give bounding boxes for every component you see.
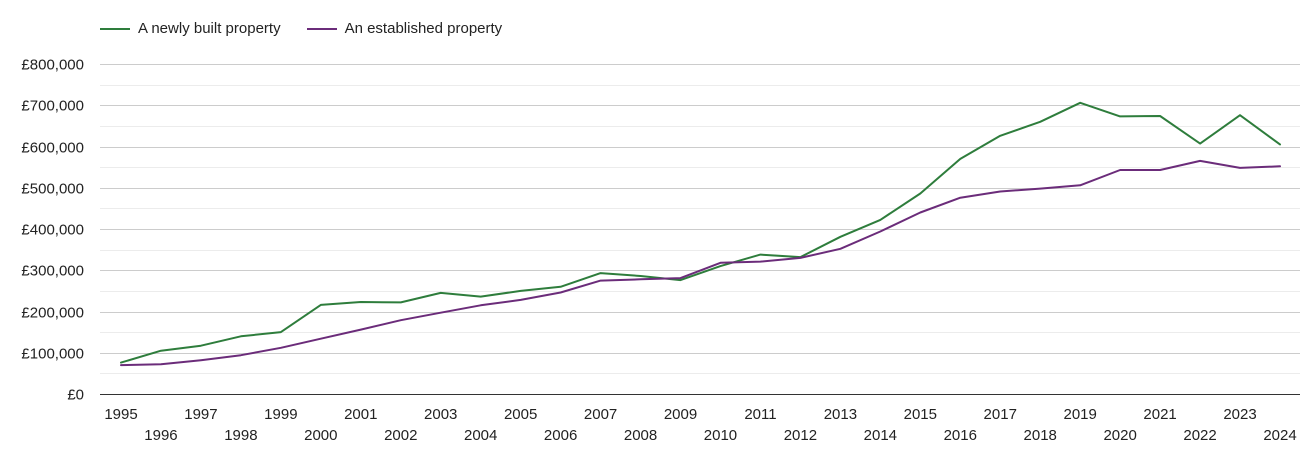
- series-line-established: [120, 159, 1281, 367]
- x-tick-label: 2006: [544, 427, 577, 444]
- x-tick-label: 2020: [1103, 427, 1136, 444]
- x-tick-label: 1999: [264, 406, 297, 423]
- x-tick-label: 2007: [584, 406, 617, 423]
- x-tick-label: 2005: [504, 406, 537, 423]
- legend-swatch-new-build: [100, 27, 130, 30]
- legend-swatch-established: [306, 27, 337, 30]
- x-tick-label: 1995: [104, 406, 137, 423]
- x-tick-label: 2015: [904, 406, 937, 423]
- x-tick-label: 1997: [184, 406, 217, 423]
- legend-item-established[interactable]: An established property: [306, 20, 503, 37]
- y-tick-label: £0: [67, 387, 84, 404]
- x-tick-label: 2000: [304, 427, 337, 444]
- x-tick-label: 2011: [744, 406, 776, 423]
- x-tick-label: 2009: [664, 406, 697, 423]
- x-tick-label: 1998: [224, 427, 257, 444]
- x-tick-label: 2022: [1183, 427, 1216, 444]
- x-tick-label: 2018: [1024, 427, 1057, 444]
- x-tick-label: 2012: [784, 427, 817, 444]
- legend-item-new-build[interactable]: A newly built property: [100, 20, 281, 37]
- x-tick-label: 2001: [344, 406, 377, 423]
- x-tick-label: 2023: [1223, 406, 1256, 423]
- x-tick-label: 2016: [944, 427, 977, 444]
- x-tick-label: 2024: [1263, 427, 1296, 444]
- x-tick-label: 2002: [384, 427, 417, 444]
- x-tick-label: 2014: [864, 427, 897, 444]
- series-line-new-build: [120, 101, 1281, 364]
- x-tick-label: 2008: [624, 427, 657, 444]
- y-tick-label: £800,000: [21, 57, 84, 74]
- y-tick-label: £200,000: [21, 305, 84, 322]
- y-tick-label: £700,000: [21, 98, 84, 115]
- legend: A newly built property An established pr…: [100, 20, 502, 37]
- legend-label-established: An established property: [344, 20, 503, 37]
- y-tick-label: £300,000: [21, 263, 84, 280]
- x-tick-label: 2021: [1143, 406, 1176, 423]
- x-tick-label: 1996: [144, 427, 177, 444]
- y-tick-label: £500,000: [21, 181, 84, 198]
- x-tick-label: 2017: [984, 406, 1017, 423]
- legend-label-new-build: A newly built property: [138, 20, 281, 37]
- y-tick-label: £600,000: [21, 140, 84, 157]
- x-tick-label: 2004: [464, 427, 497, 444]
- x-tick-label: 2019: [1063, 406, 1096, 423]
- y-tick-label: £100,000: [21, 346, 84, 363]
- y-tick-label: £400,000: [21, 222, 84, 239]
- x-tick-label: 2010: [704, 427, 737, 444]
- x-tick-label: 2003: [424, 406, 457, 423]
- x-tick-label: 2013: [824, 406, 857, 423]
